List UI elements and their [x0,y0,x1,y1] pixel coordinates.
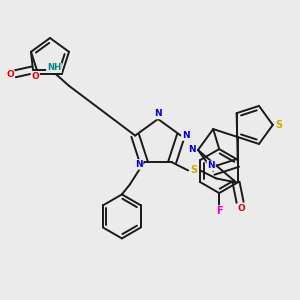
Text: NH: NH [47,63,61,72]
Text: N: N [207,161,215,170]
Text: S: S [190,165,198,176]
Text: O: O [6,70,14,79]
Text: O: O [237,204,245,213]
Text: N: N [188,146,196,154]
Text: N: N [154,110,162,118]
Text: N: N [182,131,190,140]
Text: S: S [275,120,282,130]
Text: N: N [135,160,143,169]
Text: O: O [32,72,39,81]
Text: F: F [216,206,223,216]
